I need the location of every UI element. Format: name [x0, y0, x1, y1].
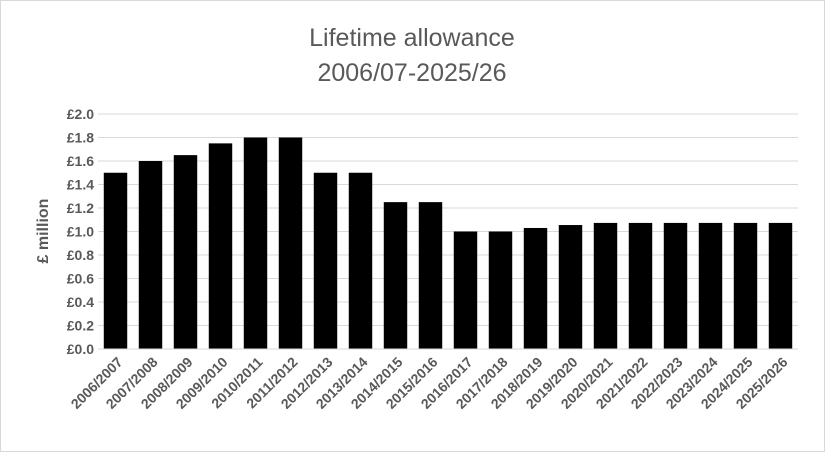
bar — [663, 222, 688, 349]
bar — [733, 222, 758, 349]
chart-subtitle: 2006/07-2025/26 — [317, 59, 506, 87]
y-tick-label: £0.8 — [67, 247, 94, 263]
y-tick-label: £0.4 — [67, 294, 94, 310]
y-tick-label: £1.0 — [67, 224, 94, 240]
bar — [453, 231, 478, 349]
bar — [418, 202, 443, 349]
bar — [523, 227, 548, 349]
bar — [558, 225, 583, 349]
bar — [173, 155, 198, 349]
y-tick-label: £0.6 — [67, 271, 94, 287]
bar — [208, 143, 233, 349]
bar — [383, 202, 408, 349]
y-tick-label: £1.8 — [67, 130, 94, 146]
bar — [593, 222, 618, 349]
y-tick-label: £1.2 — [67, 200, 94, 216]
y-axis-ticks: £0.0 £0.2 £0.4 £0.6 £0.8 £1.0 £1.2 £1.4 £1.6 £1.8… — [67, 106, 94, 357]
bar — [488, 231, 513, 349]
y-tick-label: £0.0 — [67, 341, 94, 357]
y-tick-label: £0.2 — [67, 318, 94, 334]
bar — [698, 222, 723, 349]
y-tick-label: £1.6 — [67, 153, 94, 169]
bar — [313, 172, 338, 349]
bar — [768, 222, 793, 349]
bars — [103, 137, 793, 349]
chart-title: Lifetime allowance — [309, 24, 515, 52]
bar — [628, 222, 653, 349]
y-tick-label: £1.4 — [67, 177, 94, 193]
y-tick-label: £2.0 — [67, 106, 94, 122]
bar — [243, 137, 268, 349]
x-axis-ticks: 2006/20072007/20082008/20092009/20102010… — [68, 354, 791, 412]
bar — [138, 161, 163, 349]
y-axis-label: £ million — [35, 199, 52, 264]
gridlines — [98, 113, 798, 326]
bar — [103, 172, 128, 349]
bar — [348, 172, 373, 349]
bar — [278, 137, 303, 349]
